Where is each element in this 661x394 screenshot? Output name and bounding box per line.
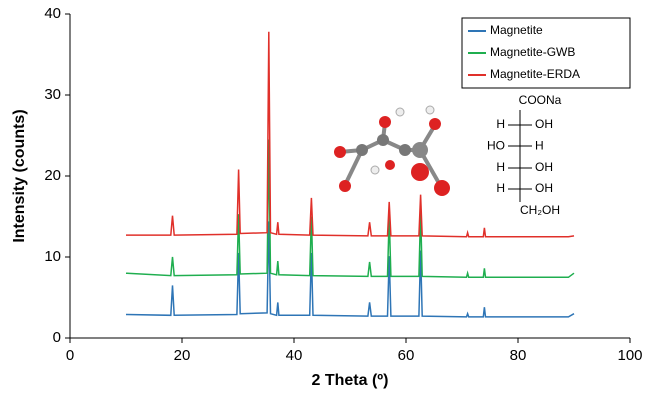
y-tick-label: 40: [44, 5, 61, 22]
x-tick-label: 40: [286, 347, 303, 364]
y-axis-label: Intensity (counts): [11, 109, 28, 242]
legend-label: Magnetite-ERDA: [490, 67, 580, 81]
x-axis-label: 2 Theta (º): [312, 372, 389, 389]
structure-label: OH: [535, 181, 553, 195]
structure-label: H: [535, 138, 544, 152]
structure-label: H: [496, 181, 505, 195]
fischer-lines: [508, 110, 532, 202]
y-tick-label: 20: [44, 167, 61, 184]
structure-label: HO: [487, 138, 505, 152]
structure-label: COONa: [519, 93, 562, 107]
x-tick-label: 100: [617, 347, 642, 364]
structure-label: H: [496, 160, 505, 174]
x-tick-label: 20: [174, 347, 191, 364]
structure-label: H: [496, 117, 505, 131]
x-tick-label: 80: [510, 347, 527, 364]
x-tick-label: 60: [398, 347, 415, 364]
structure-label: OH: [535, 160, 553, 174]
structure-label: OH: [535, 117, 553, 131]
molecule: [334, 106, 450, 196]
y-tick-label: 0: [53, 329, 61, 346]
legend-label: Magnetite: [490, 23, 543, 37]
y-tick-label: 10: [44, 248, 61, 265]
structure-label: CH₂OH: [520, 203, 560, 217]
series-line: [126, 140, 574, 278]
chart: COONa CH₂OH 2 Theta (º) Intensity (count…: [0, 0, 661, 394]
legend-label: Magnetite-GWB: [490, 45, 575, 59]
y-tick-label: 30: [44, 86, 61, 103]
x-tick-label: 0: [66, 347, 74, 364]
